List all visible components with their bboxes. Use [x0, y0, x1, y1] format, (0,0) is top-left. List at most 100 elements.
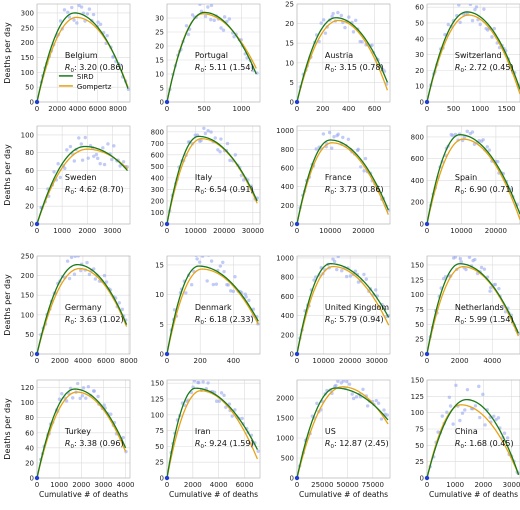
y-tick-label: 20 — [285, 20, 294, 28]
r0-label: R0: 3.15 (0.78) — [325, 63, 384, 74]
data-point — [347, 138, 350, 141]
data-point — [81, 394, 84, 397]
x-tick-label: 4000 — [483, 357, 501, 365]
data-point — [226, 142, 229, 145]
country-label: Portugal — [195, 51, 228, 60]
x-tick-label: 10000 — [450, 227, 472, 235]
data-point — [206, 5, 209, 8]
data-point — [320, 21, 323, 24]
data-point — [105, 34, 108, 37]
data-point — [247, 299, 250, 302]
data-point — [488, 148, 491, 151]
x-tick-label: 20000 — [339, 357, 361, 365]
data-point — [63, 8, 66, 11]
data-point — [486, 145, 489, 148]
data-point — [474, 404, 477, 407]
data-point — [494, 283, 497, 286]
y-tick-label: 200 — [281, 202, 294, 210]
y-tick-label: 50 — [415, 321, 424, 329]
y-tick-label: 400 — [411, 177, 424, 185]
x-tick-label: 0 — [35, 227, 39, 235]
y-tick-label: 100 — [21, 131, 34, 139]
data-point — [322, 18, 325, 21]
x-tick-label: 0 — [35, 357, 39, 365]
data-point — [441, 414, 444, 417]
country-label: Spain — [455, 173, 477, 182]
y-tick-label: 40 — [415, 35, 424, 43]
origin-point — [295, 352, 299, 356]
y-tick-label: 1500 — [276, 415, 294, 423]
data-point — [65, 148, 68, 151]
r0-label: R0: 4.62 (8.70) — [65, 185, 124, 196]
x-tick-label: 0 — [165, 227, 169, 235]
y-tick-label: 200 — [21, 272, 34, 280]
subplot-netherlands: 0 2000 40000255075100125150NetherlandsR0: … — [411, 255, 520, 365]
y-tick-label: 200 — [411, 199, 424, 207]
data-point — [73, 159, 76, 162]
y-tick-label: 125 — [411, 276, 424, 284]
data-point — [71, 396, 74, 399]
data-point — [88, 273, 91, 276]
y-tick-label: 200 — [281, 331, 294, 339]
country-label: Switzerland — [455, 51, 502, 60]
data-point — [95, 153, 98, 156]
data-point — [240, 417, 243, 420]
data-point — [80, 142, 83, 145]
y-tick-label: 60 — [25, 167, 34, 175]
country-label: Sweden — [65, 173, 97, 182]
r0-value: : 3.15 (0.78) — [334, 63, 384, 72]
data-point — [256, 450, 259, 453]
x-tick-label: 8000 — [120, 357, 138, 365]
data-point — [112, 144, 115, 147]
x-tick-label: 6000 — [236, 481, 254, 489]
x-axis-label: Cumulative # of deaths — [39, 490, 128, 499]
x-tick-label: 600 — [368, 105, 381, 113]
y-tick-label: 30 — [415, 51, 424, 59]
y-tick-label: 5 — [160, 85, 164, 93]
x-tick-label: 50000 — [336, 481, 358, 489]
subplot-spain: 0 10000 200000200400600800SpainR0: 6.90 (0… — [411, 126, 520, 235]
data-point — [497, 416, 500, 419]
x-tick-label: 0 — [165, 105, 169, 113]
data-point — [194, 254, 197, 257]
data-point — [377, 402, 380, 405]
data-point — [315, 147, 318, 150]
r0-value: : 6.54 (0.91) — [204, 185, 254, 194]
data-point — [469, 3, 472, 6]
x-tick-label: 3000 — [103, 227, 121, 235]
data-point — [380, 417, 383, 420]
data-point — [80, 5, 83, 8]
data-point — [110, 158, 113, 161]
y-tick-label: 125 — [411, 393, 424, 401]
x-tick-label: 20000 — [485, 227, 507, 235]
y-tick-label: 150 — [411, 377, 424, 385]
y-tick-label: 100 — [21, 69, 34, 77]
data-point — [471, 19, 474, 22]
y-tick-label: 40 — [25, 185, 34, 193]
y-tick-label: 0 — [290, 475, 294, 483]
data-point — [212, 283, 215, 286]
data-point — [337, 133, 340, 136]
country-label: China — [455, 427, 478, 436]
origin-point — [35, 352, 39, 356]
data-point — [362, 273, 365, 276]
data-point — [445, 411, 448, 414]
data-point — [355, 395, 358, 398]
data-point — [201, 1, 204, 4]
data-point — [228, 17, 231, 20]
data-point — [328, 131, 331, 134]
subplot-us: 0 25000 50000 750000500100015002000USR0: 12… — [276, 379, 390, 499]
data-point — [459, 257, 462, 260]
data-point — [184, 291, 187, 294]
data-point — [482, 7, 485, 10]
legend: SIRDGompertz — [59, 73, 112, 91]
y-tick-label: 250 — [21, 24, 34, 32]
x-tick-label: 2000 — [78, 227, 96, 235]
r0-label: R0: 2.72 (0.45) — [455, 63, 514, 74]
x-tick-label: 6000 — [89, 105, 107, 113]
y-tick-label: 75 — [415, 426, 424, 434]
data-point — [461, 412, 464, 415]
x-tick-label: 2000 — [48, 105, 66, 113]
